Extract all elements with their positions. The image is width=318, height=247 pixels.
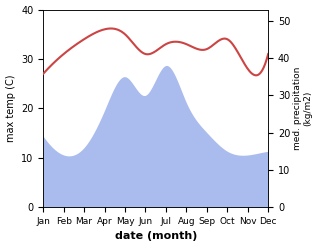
Y-axis label: med. precipitation
(kg/m2): med. precipitation (kg/m2) [293,67,313,150]
X-axis label: date (month): date (month) [114,231,197,242]
Y-axis label: max temp (C): max temp (C) [5,75,16,142]
